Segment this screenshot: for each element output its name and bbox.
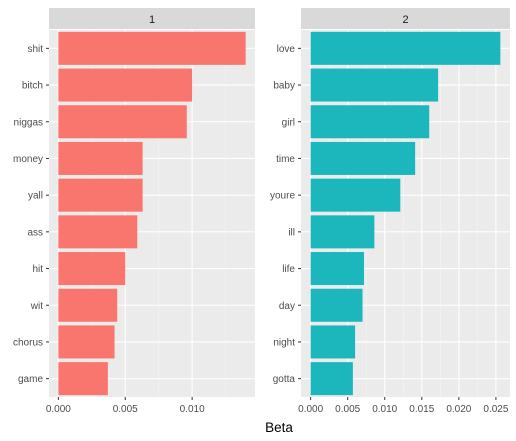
category-label: time [276,154,295,165]
category-label: baby [273,81,295,92]
category-label: niggas [14,117,43,128]
bar-life [310,252,364,286]
bar-wit [58,288,118,322]
bar-day [310,288,363,322]
x-tick-label: 0.005 [335,404,360,415]
bar-shit [58,31,246,65]
category-label: yall [28,191,43,202]
bar-baby [310,68,439,102]
bar-niggas [58,105,187,139]
category-label: girl [282,117,295,128]
bar-love [310,31,501,65]
category-label: wit [30,301,43,312]
x-axis-title: Beta [265,420,293,435]
x-tick-label: 0.005 [113,404,138,415]
category-label: night [273,337,295,348]
facet-strip [301,8,510,29]
category-label: gotta [273,374,296,385]
facet-strip-label: 2 [402,14,408,26]
x-tick-label: 0.010 [372,404,397,415]
category-label: bitch [22,81,43,92]
x-tick-label: 0.015 [409,404,434,415]
bar-bitch [58,68,193,102]
bar-gotta [310,362,353,396]
bar-ass [58,215,138,249]
category-label: money [13,154,43,165]
x-tick-label: 0.000 [298,404,323,415]
bar-girl [310,105,430,139]
category-label: shit [27,44,43,55]
category-label: game [18,374,43,385]
category-label: life [282,264,295,275]
category-label: youre [270,191,295,202]
category-label: chorus [13,337,43,348]
category-label: ass [27,227,43,238]
facet-strip-label: 1 [149,14,155,26]
bar-youre [310,178,401,212]
bar-ill [310,215,375,249]
x-tick-label: 0.000 [46,404,71,415]
category-label: day [279,301,295,312]
category-label: hit [32,264,43,275]
category-label: ill [288,227,295,238]
bar-chorus [58,325,115,359]
bar-game [58,362,108,396]
bar-night [310,325,356,359]
x-tick-label: 0.025 [483,404,508,415]
x-tick-label: 0.010 [180,404,205,415]
facet-panel-1: 1 shit bitch niggas money yall ass hit wit chorus… [13,8,255,415]
facet-panel-2: 2 love baby girl time youre ill life day night got… [270,8,510,415]
bar-money [58,141,143,175]
bar-yall [58,178,143,212]
x-tick-label: 0.020 [446,404,471,415]
category-label: love [277,44,296,55]
bar-hit [58,252,126,286]
bar-time [310,141,416,175]
facet-strip [49,8,255,29]
